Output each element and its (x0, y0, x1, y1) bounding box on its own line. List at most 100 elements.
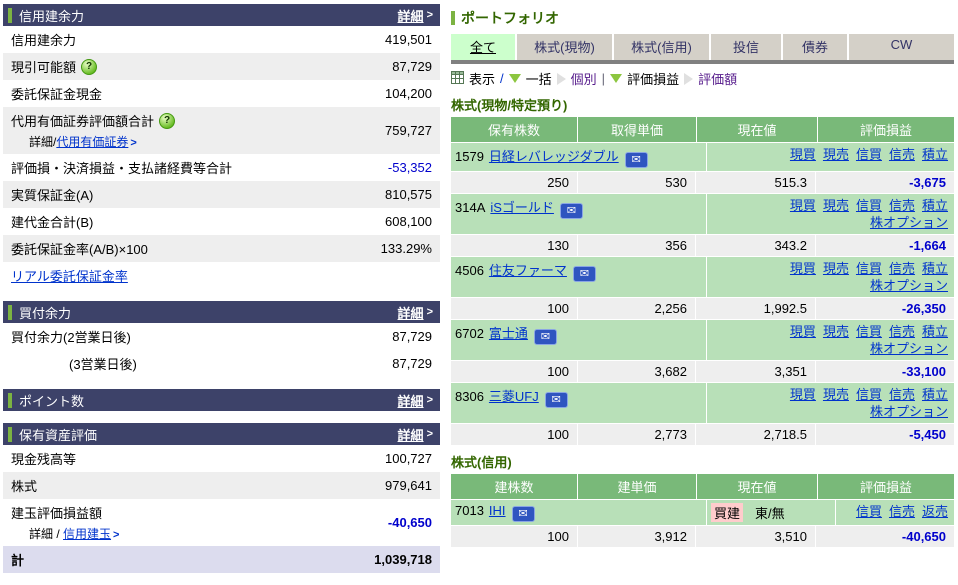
portfolio-title: ポートフォリオ (461, 10, 559, 26)
section-title: ポイント数 (19, 393, 85, 409)
tab-all[interactable]: 全て (451, 34, 515, 60)
mail-icon[interactable]: ✉ (559, 203, 583, 219)
stock-name-cell: 8306 三菱UFJ ✉ (451, 383, 706, 423)
mail-icon[interactable]: ✉ (544, 392, 568, 408)
action-link-信売[interactable]: 信売 (888, 504, 915, 519)
row-label-text: 建玉評価損益額 (11, 506, 103, 521)
slash-separator: / (500, 71, 504, 86)
sublink[interactable]: 信用建玉 (63, 527, 112, 541)
cash-section-title: 株式(現物/特定預り) (451, 98, 568, 113)
mail-icon[interactable]: ✉ (624, 152, 648, 168)
column-header: 保有株数 (487, 123, 540, 138)
action-link-現売[interactable]: 現売 (822, 324, 849, 339)
column-header: 建株数 (494, 480, 534, 495)
row-label: 建代金合計(B) (11, 212, 93, 231)
value-view-link[interactable]: 評価額 (698, 72, 738, 87)
stock-name-link[interactable]: 富士通 (488, 326, 528, 341)
action-link-option[interactable]: 株オプション (869, 278, 948, 293)
summary-section: 買付余力 詳細 > 買付余力(2営業日後) 87,729 (3営業日後) 87,729 (3, 301, 440, 377)
green-accent-bar (451, 11, 455, 25)
detail-link[interactable]: 詳細 (397, 8, 424, 24)
row-value: 133.29% (380, 241, 432, 256)
margin-holdings-table: 建株数 建単価 現在値 評価損益 7013 IHI ✉ 買建 東/無 信買 信売 返売 100 3,912… (451, 474, 954, 547)
mail-icon[interactable]: ✉ (572, 266, 596, 282)
action-link-積立[interactable]: 積立 (921, 147, 948, 162)
help-icon[interactable]: ? (81, 58, 98, 75)
stock-name-link[interactable]: 住友ファーマ (488, 263, 567, 278)
mail-icon[interactable]: ✉ (511, 506, 535, 522)
action-link-option[interactable]: 株オプション (869, 215, 948, 230)
price-value: 515.3 (695, 172, 815, 193)
stock-name-cell: 4506 住友ファーマ ✉ (451, 257, 706, 297)
stock-name-link[interactable]: 三菱UFJ (488, 389, 539, 404)
stock-name-link[interactable]: 日経レバレッジダブル (488, 149, 619, 164)
action-link-option[interactable]: 株オプション (869, 341, 948, 356)
action-link-信買[interactable]: 信買 (855, 387, 882, 402)
action-link-現買[interactable]: 現買 (789, 147, 816, 162)
green-accent-bar (8, 7, 12, 23)
action-link-信買[interactable]: 信買 (855, 504, 882, 519)
stock-name-link[interactable]: IHI (488, 503, 506, 518)
action-link-積立[interactable]: 積立 (921, 324, 948, 339)
cost-value: 2,256 (577, 298, 695, 319)
table-header-row: 建株数 建単価 現在値 評価損益 (451, 474, 954, 499)
action-link-option[interactable]: 株オプション (869, 404, 948, 419)
action-link-現売[interactable]: 現売 (822, 147, 849, 162)
action-link-信売[interactable]: 信売 (888, 387, 915, 402)
action-link-信売[interactable]: 信売 (888, 198, 915, 213)
tab-2[interactable]: 株式(信用) (614, 34, 709, 60)
tab-3[interactable]: 投信 (711, 34, 781, 60)
detail-link[interactable]: 詳細 (397, 427, 424, 443)
summary-row: 実質保証金(A) 810,575 (3, 181, 440, 208)
tab-4[interactable]: 債券 (783, 34, 847, 60)
action-link-現売[interactable]: 現売 (822, 198, 849, 213)
summary-row: 現金残高等 100,727 (3, 445, 440, 472)
stock-name-link[interactable]: iSゴールド (490, 200, 554, 215)
margin-section-title: 株式(信用) (451, 455, 512, 470)
action-link-現売[interactable]: 現売 (822, 387, 849, 402)
row-label: 株式 (11, 476, 37, 495)
action-link-現買[interactable]: 現買 (789, 324, 816, 339)
action-link-積立[interactable]: 積立 (921, 261, 948, 276)
action-link-信買[interactable]: 信買 (855, 261, 882, 276)
row-label: 現金残高等 (11, 449, 76, 468)
action-link-信買[interactable]: 信買 (855, 198, 882, 213)
tab-1[interactable]: 株式(現物) (517, 34, 612, 60)
action-link-現買[interactable]: 現買 (789, 387, 816, 402)
row-label-wrap: 委託保証金現金 (11, 84, 102, 103)
action-link-積立[interactable]: 積立 (921, 387, 948, 402)
action-link-信買[interactable]: 信買 (855, 324, 882, 339)
row-label-text: 現引可能額 (11, 60, 77, 75)
detail-link[interactable]: 詳細 (397, 305, 424, 321)
market-label: 東/無 (755, 506, 785, 521)
tab-5[interactable]: CW (849, 34, 954, 60)
action-link-積立[interactable]: 積立 (921, 198, 948, 213)
action-link-現買[interactable]: 現買 (789, 261, 816, 276)
action-link-現売[interactable]: 現売 (822, 261, 849, 276)
row-label: 買付余力(2営業日後) (11, 327, 131, 346)
action-link-信売[interactable]: 信売 (888, 147, 915, 162)
cost-value: 3,682 (577, 361, 695, 382)
account-summary-panel: 信用建余力 詳細 > 信用建余力 419,501 現引可能額? 87,729 委託保証金現金 1… (3, 4, 440, 585)
row-label-wrap: 委託保証金率(A/B)×100 (11, 239, 148, 258)
action-link-現買[interactable]: 現買 (789, 198, 816, 213)
triangle-down-icon (508, 74, 521, 83)
row-label-text: (3営業日後) (69, 357, 137, 372)
stock-name-cell: 6702 富士通 ✉ (451, 320, 706, 360)
triangle-right-icon (556, 72, 566, 85)
buy-position-badge: 買建 (711, 503, 744, 522)
action-link-信売[interactable]: 信売 (888, 261, 915, 276)
row-label: 建玉評価損益額 (11, 503, 119, 522)
action-link-信買[interactable]: 信買 (855, 147, 882, 162)
action-link-信売[interactable]: 信売 (888, 324, 915, 339)
row-value: 810,575 (385, 187, 432, 202)
cost-value: 356 (577, 235, 695, 256)
summary-link[interactable]: リアル委託保証金率 (11, 269, 128, 284)
action-link-返売[interactable]: 返売 (921, 504, 948, 519)
detail-link[interactable]: 詳細 (397, 393, 424, 409)
individual-mode-link[interactable]: 個別 (570, 72, 597, 87)
mail-icon[interactable]: ✉ (533, 329, 557, 345)
section-header: 信用建余力 詳細 > (3, 4, 440, 26)
help-icon[interactable]: ? (159, 112, 176, 129)
sublink[interactable]: 代用有価証券 (56, 135, 129, 149)
